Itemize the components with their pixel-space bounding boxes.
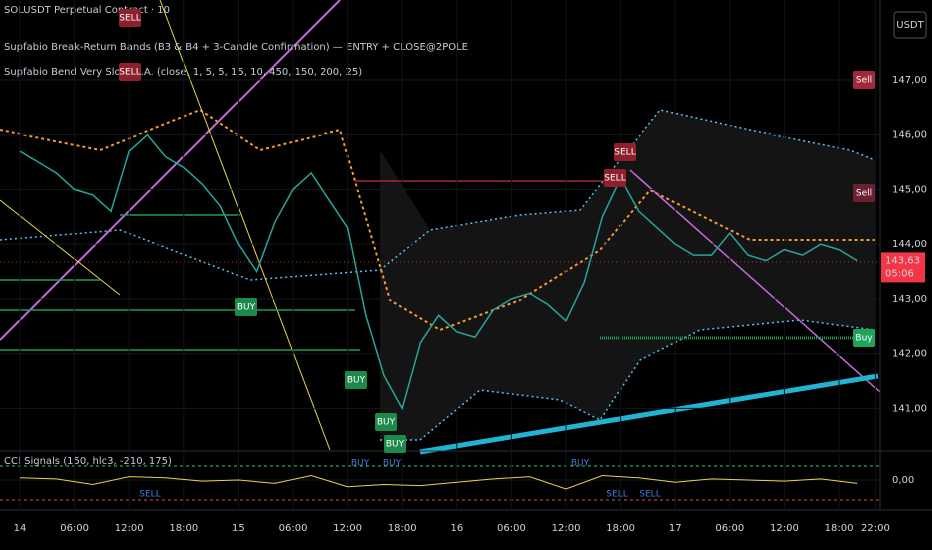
x-tick-label: 17 <box>669 523 682 534</box>
x-tick-label: 22:00 <box>861 523 890 534</box>
signal-label: SELL <box>119 68 140 78</box>
x-tick-label: 12:00 <box>333 523 362 534</box>
symbol-title: SOLUSDT Perpetual Contract · 10 <box>4 5 170 16</box>
x-tick-label: 12:00 <box>115 523 144 534</box>
signal-box <box>375 413 397 431</box>
x-tick-label: 18:00 <box>825 523 854 534</box>
y-tick-label: 141,00 <box>892 403 927 414</box>
signal-label: SELL <box>614 148 635 158</box>
decorations <box>0 0 932 511</box>
signal-box <box>853 184 875 202</box>
signal-label: BUY <box>571 459 590 469</box>
y-tick-label: 143,00 <box>892 294 927 305</box>
x-tick-label: 18:00 <box>606 523 635 534</box>
x-tick-label: 06:00 <box>715 523 744 534</box>
signal-label: BUY <box>377 418 396 428</box>
y-tick-label: 142,00 <box>892 349 927 360</box>
x-tick-label: 14 <box>14 523 27 534</box>
signal-label: SELL <box>119 14 140 24</box>
signal-box <box>853 71 875 89</box>
countdown: 05:06 <box>885 268 914 279</box>
x-tick-label: 06:00 <box>60 523 89 534</box>
signal-label: BUY <box>347 376 366 386</box>
price-line <box>19 133 858 411</box>
signal-label: SELL <box>604 174 625 184</box>
x-tick-label: 06:00 <box>279 523 308 534</box>
signal-label: Sell <box>856 76 872 86</box>
x-tick-label: 18:00 <box>169 523 198 534</box>
cci-title: CCI Signals (150, hlc3, -210, 175) <box>4 456 172 467</box>
y-tick-label: 146,00 <box>892 130 927 141</box>
signal-label: Sell <box>856 189 872 199</box>
signal-label: SELL <box>606 490 627 500</box>
x-tick-label: 12:00 <box>552 523 581 534</box>
signal-box <box>235 298 257 316</box>
currency-button[interactable]: USDT <box>896 20 924 31</box>
signal-box <box>384 435 406 453</box>
y-tick-label: 144,00 <box>892 239 927 250</box>
price-line <box>19 474 858 490</box>
x-tick-label: 18:00 <box>388 523 417 534</box>
signal-label: Buy <box>855 334 873 344</box>
y-tick-label: 145,00 <box>892 184 927 195</box>
signal-box <box>119 63 141 81</box>
y-tick-label: 147,00 <box>892 75 927 86</box>
x-tick-label: 12:00 <box>770 523 799 534</box>
signal-label: BUY <box>386 440 405 450</box>
indicator-label: Supfabio Bend Very Slow M.A. (close, 1, … <box>4 67 362 78</box>
signal-box <box>604 169 626 187</box>
signal-box <box>853 329 875 347</box>
price-tag-label: 143,63 <box>885 255 920 266</box>
x-tick-label: 15 <box>232 523 245 534</box>
signal-box <box>119 9 141 27</box>
x-tick-label: 16 <box>450 523 463 534</box>
signal-label: BUY <box>351 459 370 469</box>
signal-label: BUY <box>383 459 402 469</box>
signal-box <box>614 143 636 161</box>
y-tick-label: 0,00 <box>892 475 914 486</box>
indicator-label: Supfabio Break-Return Bands (B3 & B4 + 3… <box>4 42 468 53</box>
x-tick-label: 06:00 <box>497 523 526 534</box>
signal-label: BUY <box>237 303 256 313</box>
price-tag <box>881 252 925 283</box>
signal-label: SELL <box>139 490 160 500</box>
signal-label: SELL <box>639 490 660 500</box>
signal-box <box>345 371 367 389</box>
